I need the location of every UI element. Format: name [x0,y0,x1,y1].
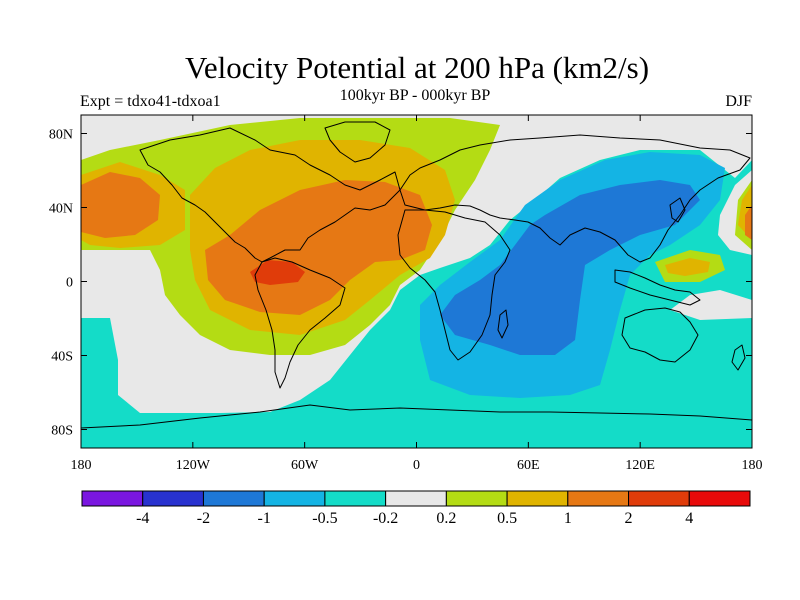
colorbar-label: -0.5 [312,510,337,527]
colorbar-swatch [445,490,508,507]
map-panel [81,115,752,448]
colorbar-label: 2 [625,510,633,527]
chart-title: Velocity Potential at 200 hPa (km2/s) [184,50,650,85]
lon-tick-label: 120E [625,458,655,473]
colorbar: -4 -2 -1 -0.5 -0.2 0.2 0.5 1 2 4 [81,490,751,527]
lat-tick-label: 80S [51,424,73,439]
coastline-new-zealand [731,344,746,371]
lon-tick-label: 180 [742,458,763,473]
coastline-australia [621,307,699,363]
chart-subtitle: 100kyr BP - 000kyr BP [339,87,491,104]
coastline-greenland [324,121,391,163]
field-strong-positive-east [745,205,752,240]
lat-tick-label: 0 [66,276,73,291]
coastline-africa [397,209,511,361]
colorbar-swatch [385,490,447,507]
lon-tick-label: 60W [291,458,319,473]
colorbar-label: 4 [685,510,693,527]
latitude-axis: 80N 40N 0 40S 80S [49,128,752,439]
field-positive-wpac [665,258,710,276]
longitude-axis: 180 120W 60W 0 60E 120E 180 [71,115,763,473]
colorbar-label: -2 [197,510,210,527]
colorbar-swatch [202,490,265,507]
season-label: DJF [725,93,752,110]
lon-tick-label: 0 [413,458,420,473]
colorbar-swatch [142,490,204,507]
lat-tick-label: 40S [51,350,73,365]
lat-tick-label: 40N [49,202,73,217]
lon-tick-label: 180 [71,458,92,473]
coastline-japan [669,197,686,223]
colorbar-swatch [628,490,690,507]
coastline-southeast-asia-islands [614,269,701,306]
lat-tick-label: 80N [49,128,73,143]
field-neutral-southeast [670,290,752,320]
coastline-south-america [254,257,346,389]
colorbar-swatch [688,490,751,507]
colorbar-swatch [263,490,326,507]
coastlines [81,121,752,429]
field-max-positive [250,260,305,285]
coastline-antarctica [81,404,752,429]
lon-tick-label: 120W [176,458,211,473]
coastline-europe-asia [399,134,751,263]
field-strong-positive-west [81,172,160,238]
colorbar-label: 0.2 [436,510,456,527]
colorbar-label: -4 [136,510,149,527]
coastline-north-america [139,127,401,263]
experiment-label: Expt = tdxo41-tdxoa1 [80,93,221,110]
colorbar-swatch [81,490,144,507]
colorbar-swatch [324,490,387,507]
colorbar-label: -0.2 [373,510,398,527]
colorbar-label: -1 [258,510,271,527]
colorbar-swatch [506,490,569,507]
colorbar-label: 1 [564,510,572,527]
colorbar-swatch [567,490,630,507]
coastline-madagascar [497,309,509,339]
colorbar-label: 0.5 [497,510,517,527]
lon-tick-label: 60E [517,458,540,473]
